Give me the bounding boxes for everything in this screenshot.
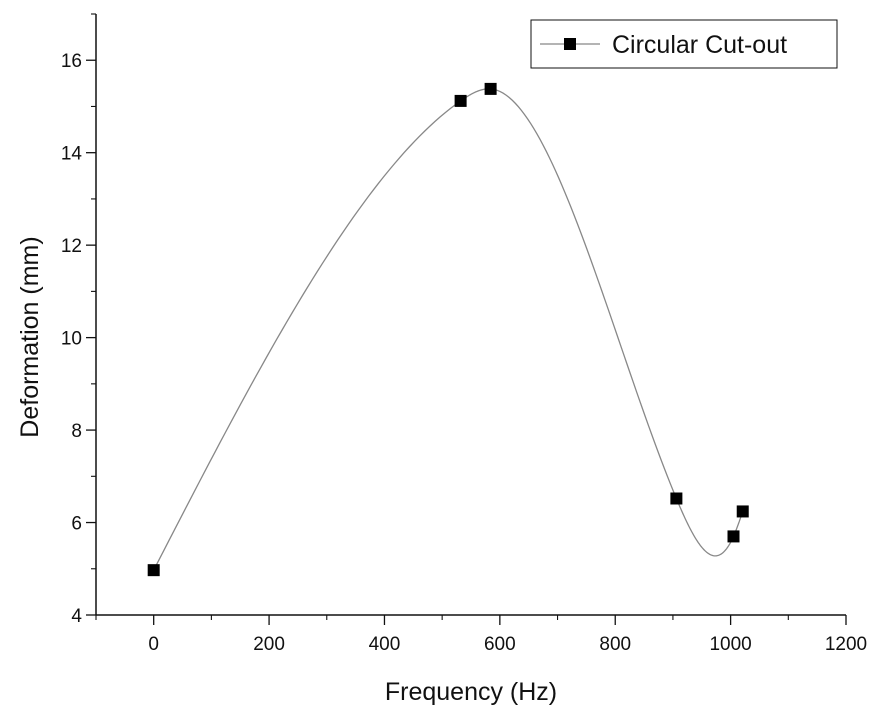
data-point-marker [670,492,683,505]
y-tick-label: 14 [61,144,83,165]
data-point-marker [736,505,749,518]
x-tick-label: 1200 [825,634,867,655]
x-tick-label: 1000 [709,634,751,655]
legend-marker-icon [564,38,576,50]
y-axis-title: Deformation (mm) [16,236,44,437]
y-tick-label: 4 [71,606,82,627]
y-tick-label: 12 [61,236,82,257]
y-tick-label: 6 [71,514,82,535]
legend: Circular Cut-out [530,19,838,69]
y-tick-label: 10 [61,329,82,350]
data-point-marker [727,530,740,543]
x-tick-label: 600 [484,634,516,655]
x-tick-label: 0 [148,634,159,655]
series-markers [147,82,749,577]
ticks: 0 200 400 600 800 1000 1200 4 6 8 10 12 14 16 [61,13,867,655]
legend-label: Circular Cut-out [612,31,787,59]
x-axis-title: Frequency (Hz) [385,678,557,706]
y-tick-label: 16 [61,51,82,72]
x-tick-label: 400 [369,634,401,655]
data-point-marker [147,564,160,577]
series-line [153,88,744,571]
x-tick-label: 800 [599,634,631,655]
data-point-marker [454,94,467,107]
data-point-marker [484,82,497,95]
y-tick-label: 8 [71,421,82,442]
x-tick-label: 200 [253,634,285,655]
axes [95,14,846,616]
